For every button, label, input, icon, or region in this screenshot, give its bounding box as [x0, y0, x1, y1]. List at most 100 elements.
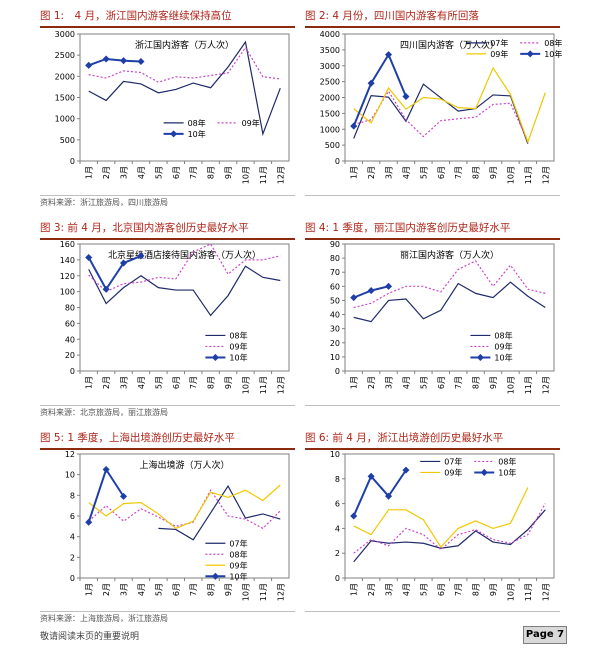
- series-line: [88, 265, 281, 317]
- x-tick-label: 1月: [85, 376, 94, 389]
- x-tick-label: 1月: [85, 166, 94, 179]
- line-chart: 0 2 4 6 8 10 12 1月 2月 3月 4月 5月 6月 7月 8月 9月 10月 11月 12月 上海出境…: [65, 450, 290, 601]
- y-tick-label: 6: [335, 500, 340, 509]
- x-tick-label: 8月: [207, 166, 216, 179]
- x-tick-label: 5月: [419, 166, 428, 179]
- y-tick-label: 20: [330, 339, 340, 348]
- x-tick-label: 3月: [385, 583, 394, 596]
- x-tick-label: 12月: [276, 166, 285, 184]
- y-tick-label: 2500: [55, 51, 75, 60]
- y-tick-label: 10: [65, 471, 75, 480]
- y-tick-label: 90: [330, 240, 340, 249]
- x-tick-label: 4月: [402, 376, 411, 389]
- x-tick-label: 8月: [207, 376, 216, 389]
- y-tick-label: 4000: [320, 30, 340, 39]
- x-tick-label: 2月: [367, 583, 376, 596]
- y-tick-label: 100: [60, 288, 75, 297]
- x-tick-label: 11月: [524, 376, 533, 394]
- x-tick-label: 7月: [454, 376, 463, 389]
- x-tick-label: 2月: [102, 376, 111, 389]
- x-tick-label: 8月: [472, 583, 481, 596]
- x-tick-label: 5月: [419, 376, 428, 389]
- legend-label: 09年: [490, 49, 508, 59]
- x-tick-label: 8月: [472, 166, 481, 179]
- y-tick-label: 2500: [320, 78, 340, 87]
- series-line: [353, 66, 546, 144]
- chart-title: 浙江国内游客（万人次）: [135, 39, 234, 51]
- chart-title: 北京星级酒店接待国内游客（万人次）: [108, 249, 261, 261]
- y-tick-label: 60: [65, 319, 75, 328]
- legend-label: 10年: [494, 352, 512, 362]
- figure-5: 图 5: 1 季度，上海出境游创历史最好水平 0 2 4 6 8 10 12 1月 2月 3月 4月…: [40, 428, 295, 626]
- x-tick-label: 7月: [189, 376, 198, 389]
- x-tick-label: 3月: [120, 583, 129, 596]
- line-chart: 0 2 4 6 8 10 1月 2月 3月 4月 5月 6月 7月 8月 9月 10月 11月 12月 07年 08年…: [330, 450, 555, 601]
- legend-label: 10年: [498, 467, 516, 477]
- x-tick-label: 4月: [402, 583, 411, 596]
- footer-disclaimer: 敬请阅读末页的重要说明: [40, 632, 140, 642]
- legend-label: 08年: [544, 38, 562, 48]
- legend-label: 09年: [494, 341, 512, 351]
- y-tick-label: 1500: [320, 109, 340, 118]
- source-rule: [40, 195, 295, 196]
- y-tick-label: 0: [70, 574, 75, 583]
- series-line: [353, 281, 546, 323]
- figure-title: 图 6: 前 4 月，浙江出境游创历史最好水平: [305, 432, 504, 444]
- x-tick-label: 9月: [489, 583, 498, 596]
- series-marker: [85, 61, 93, 69]
- source-rule: [305, 405, 560, 406]
- legend-marker: [170, 130, 178, 138]
- title-rule: [305, 26, 560, 28]
- x-tick-label: 10月: [506, 376, 515, 394]
- series-line: [352, 469, 407, 517]
- x-tick-label: 6月: [172, 376, 181, 389]
- x-tick-label: 1月: [350, 583, 359, 596]
- y-tick-label: 60: [330, 282, 340, 291]
- series-marker: [402, 93, 410, 101]
- source-rule: [305, 611, 560, 612]
- x-tick-label: 1月: [350, 376, 359, 389]
- x-tick-label: 12月: [541, 166, 550, 184]
- x-tick-label: 7月: [454, 583, 463, 596]
- figure-3: 图 3: 前 4 月，北京国内游客创历史最好水平 0 20 40 60 80 100 120…: [40, 218, 295, 418]
- figure-1: 图 1: 4 月，浙江国内游客继续保持高位 0 500 1000 1500 2000 25…: [40, 6, 295, 207]
- x-tick-label: 6月: [437, 166, 446, 179]
- legend-label: 10年: [544, 49, 562, 59]
- x-tick-label: 8月: [472, 376, 481, 389]
- x-tick-label: 12月: [541, 376, 550, 394]
- legend-label: 07年: [444, 456, 462, 466]
- x-tick-label: 9月: [224, 166, 233, 179]
- x-tick-label: 5月: [419, 583, 428, 596]
- y-tick-label: 2: [335, 549, 340, 558]
- source-rule: [40, 611, 295, 612]
- plot-area: [344, 33, 555, 162]
- x-tick-label: 11月: [524, 166, 533, 184]
- figure-source: 资料来源：北京旅游局，丽江旅游局: [40, 408, 168, 417]
- series-marker: [367, 79, 375, 87]
- figure-source: 资料来源：浙江旅游局，四川旅游局: [40, 198, 168, 207]
- series-marker: [385, 492, 393, 500]
- title-rule: [40, 448, 295, 450]
- x-tick-label: 8月: [207, 583, 216, 596]
- y-tick-label: 10: [330, 353, 340, 362]
- y-tick-label: 500: [325, 141, 340, 150]
- x-tick-label: 11月: [259, 376, 268, 394]
- plot-area: [79, 243, 290, 372]
- x-tick-label: 7月: [189, 583, 198, 596]
- series-line: [353, 487, 529, 548]
- legend-label: 08年: [494, 330, 512, 340]
- x-tick-label: 12月: [276, 583, 285, 601]
- x-tick-label: 4月: [137, 376, 146, 389]
- y-tick-label: 3000: [320, 62, 340, 71]
- y-tick-label: 80: [65, 304, 75, 313]
- x-tick-label: 9月: [489, 166, 498, 179]
- chart-title: 四川国内游客（万人次）: [400, 39, 499, 51]
- series-line: [88, 40, 281, 137]
- legend-label: 09年: [229, 560, 247, 570]
- series-marker: [85, 253, 93, 262]
- title-rule: [305, 448, 560, 450]
- y-tick-label: 6: [70, 512, 75, 521]
- series-line: [352, 52, 407, 127]
- legend-marker: [476, 353, 484, 361]
- y-tick-label: 8: [335, 475, 340, 484]
